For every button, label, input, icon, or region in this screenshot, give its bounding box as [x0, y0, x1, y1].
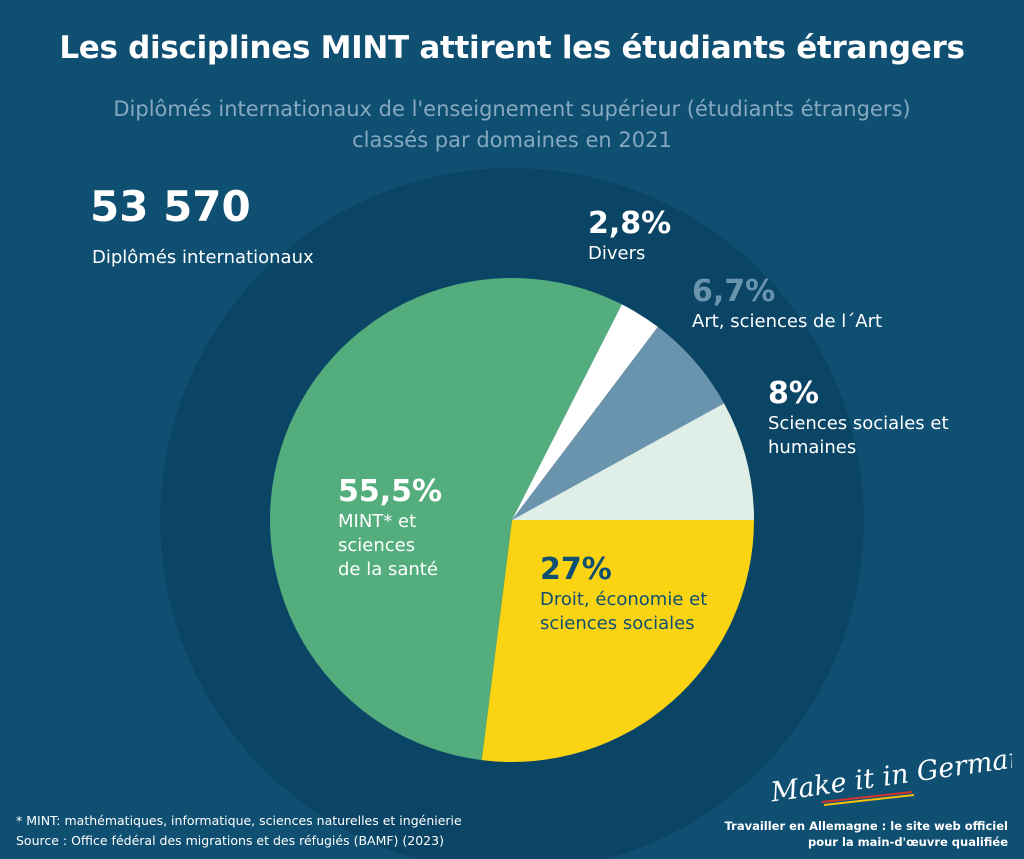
subtitle-line-1: Diplômés internationaux de l'enseignemen…	[113, 97, 911, 121]
make-it-in-germany-logo: Make it in Germany	[768, 748, 1012, 808]
label-mint-name-2: sciences	[338, 535, 416, 556]
label-sciences-sociales-pct: 8%	[768, 376, 819, 411]
label-mint-pct: 55,5%	[338, 474, 443, 509]
brand-tagline: Travailler en Allemagne : le site web of…	[725, 818, 1008, 850]
brand-logo-text: Make it in Germany	[768, 748, 1012, 808]
chart-subtitle: Diplômés internationaux de l'enseignemen…	[0, 94, 1024, 156]
source-note: Source : Office fédéral des migrations e…	[16, 833, 444, 848]
label-droit-name-1: Droit, économie et	[540, 589, 708, 610]
chart-title: Les disciplines MINT attirent les étudia…	[59, 30, 965, 66]
brand-tagline-2: pour la main-d'œuvre qualifiée	[807, 835, 1008, 849]
label-sciences-sociales-name-2: humaines	[768, 437, 857, 458]
footnote: * MINT: mathématiques, informatique, sci…	[16, 811, 462, 851]
pie-slice-1	[481, 520, 754, 762]
label-mint-name-3: de la santé	[338, 559, 438, 580]
pie-slice-2	[269, 277, 622, 761]
label-droit-name-2: sciences sociales	[540, 613, 695, 634]
pie-slice-3	[512, 304, 658, 520]
footnote-mint: * MINT: mathématiques, informatique, sci…	[16, 813, 462, 828]
label-divers-name: Divers	[588, 243, 646, 264]
pie-slice-4	[512, 326, 725, 520]
total-graduates-label: Diplômés internationaux	[92, 247, 314, 268]
label-droit-pct: 27%	[540, 552, 612, 587]
label-divers: 2,8% Divers	[588, 206, 672, 266]
label-sciences-sociales-name-1: Sciences sociales et	[768, 413, 949, 434]
label-sciences-sociales: 8% Sciences sociales et humaines	[768, 376, 949, 460]
total-graduates-value: 53 570	[90, 182, 251, 231]
label-mint-name-1: MINT* et	[338, 511, 417, 532]
brand-stroke-red	[821, 791, 913, 803]
pie-slice-5	[512, 403, 754, 520]
brand-stroke-gold	[823, 794, 915, 806]
label-mint: 55,5% MINT* et sciences de la santé	[338, 474, 443, 582]
label-art: 6,7% Art, sciences de l´Art	[692, 274, 883, 334]
label-art-name: Art, sciences de l´Art	[692, 311, 883, 332]
label-divers-pct: 2,8%	[588, 206, 672, 241]
subtitle-line-2: classés par domaines en 2021	[352, 128, 672, 152]
brand-tagline-1: Travailler en Allemagne : le site web of…	[724, 819, 1008, 833]
label-art-pct: 6,7%	[692, 274, 776, 309]
label-droit: 27% Droit, économie et sciences sociales	[540, 552, 708, 636]
